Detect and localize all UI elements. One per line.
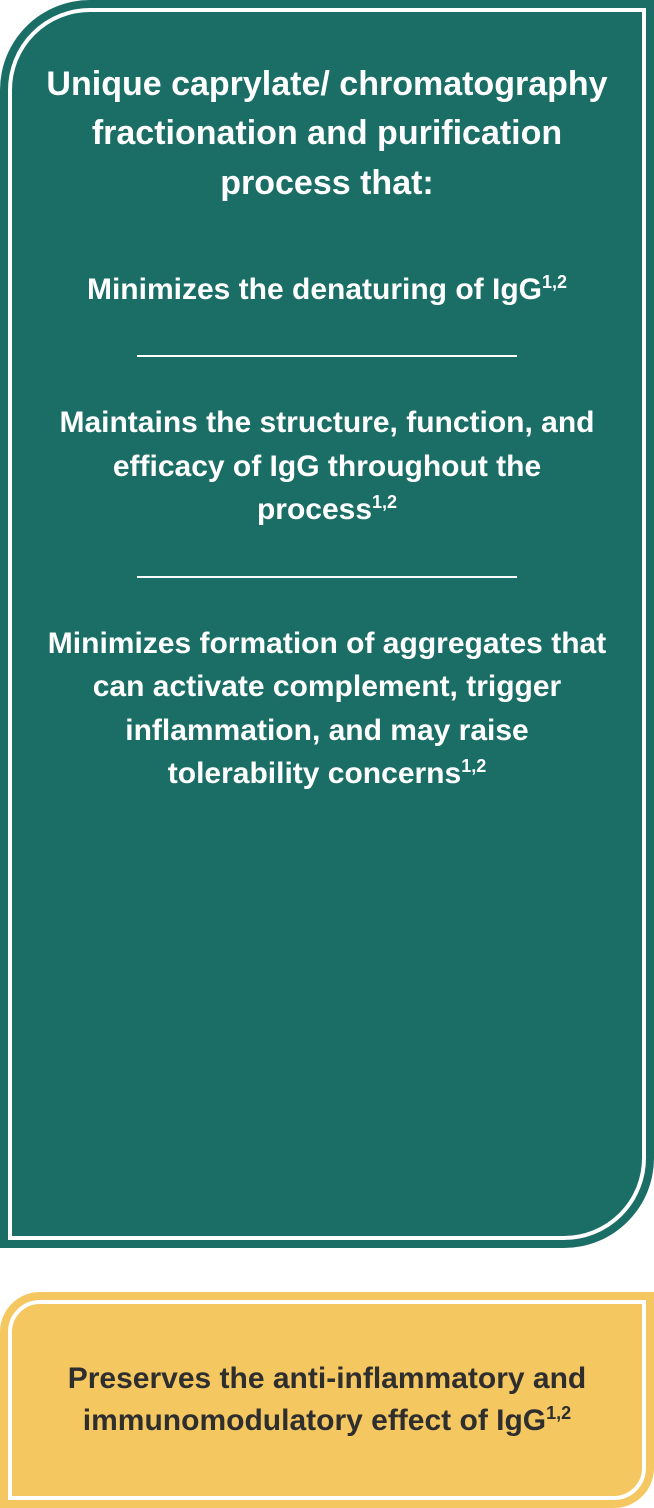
footer-card: Preserves the anti-inflammatory and immu… [0,1292,654,1508]
point-1-text: Minimizes the denaturing of IgG [87,273,542,306]
divider-1 [137,355,517,357]
point-1-sup: 1,2 [542,272,567,292]
point-2-sup: 1,2 [372,492,397,512]
main-heading: Unique caprylate/ chromatography fractio… [46,60,608,208]
divider-2 [137,576,517,578]
footer-sup: 1,2 [546,1403,571,1423]
point-1: Minimizes the denaturing of IgG1,2 [87,268,567,312]
point-2-text: Maintains the structure, function, and e… [59,406,594,526]
point-3-text: Minimizes formation of aggregates that c… [48,627,606,791]
footer-text-block: Preserves the anti-inflammatory and immu… [30,1358,624,1442]
point-2: Maintains the structure, function, and e… [46,401,608,532]
main-card: Unique caprylate/ chromatography fractio… [0,0,654,1248]
footer-text: Preserves the anti-inflammatory and immu… [68,1362,587,1437]
point-3: Minimizes formation of aggregates that c… [46,622,608,796]
point-3-sup: 1,2 [461,756,486,776]
